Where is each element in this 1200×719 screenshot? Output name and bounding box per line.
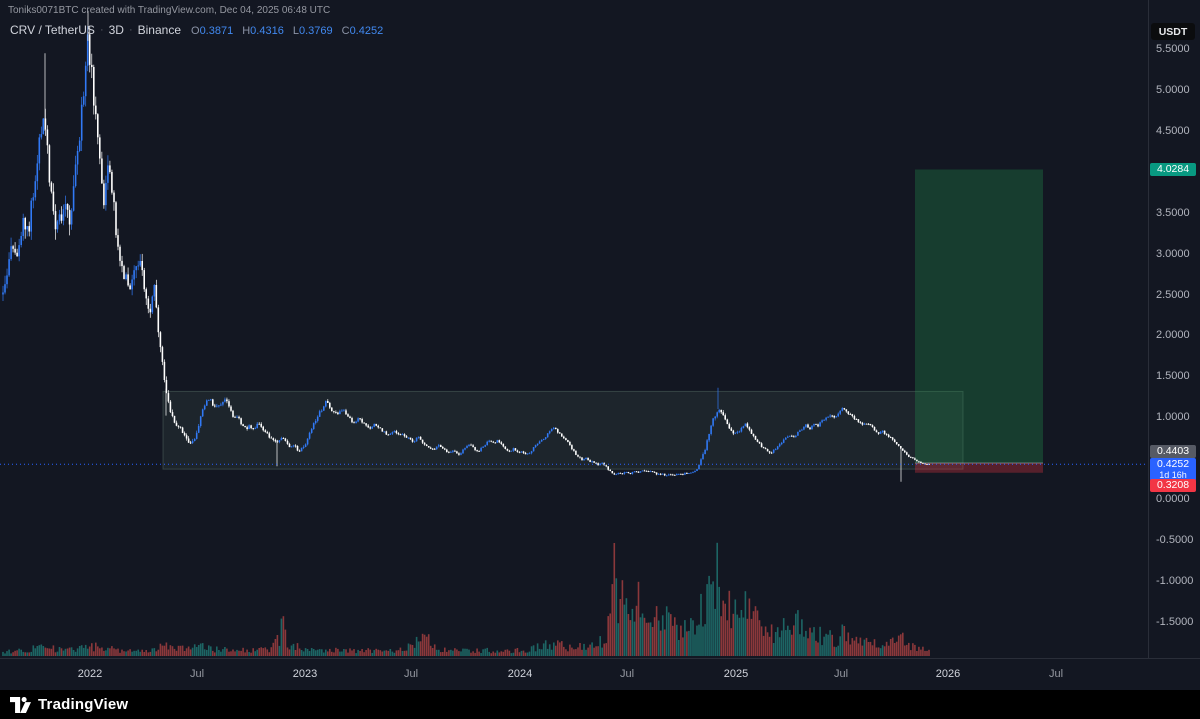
low-letter: L	[292, 25, 299, 37]
price-tick-label: -1.5000	[1156, 615, 1194, 628]
time-axis[interactable]: 2022 Jul 2023 Jul 2024 Jul 2025 Jul 2026 Jul	[0, 658, 1200, 690]
legend-separator: ·	[128, 24, 133, 36]
range-box[interactable]	[162, 390, 964, 470]
time-tick-label: 2023	[292, 668, 318, 680]
candles	[2, 10, 930, 482]
high-letter: H	[242, 25, 251, 37]
bar-countdown: 1d 16h	[1159, 470, 1187, 480]
close-value: C0.4252	[342, 23, 384, 37]
low-number: 0.3769	[298, 25, 333, 37]
currency-badge[interactable]: USDT	[1151, 23, 1195, 40]
open-letter: O	[191, 25, 200, 37]
price-tick-label: 2.0000	[1156, 329, 1190, 342]
time-tick-label: 2025	[723, 668, 749, 680]
high-value: H0.4316	[242, 23, 284, 37]
price-tick-label: 5.5000	[1156, 43, 1190, 56]
time-tick-label: 2022	[77, 668, 103, 680]
high-number: 0.4316	[250, 25, 284, 37]
price-axis[interactable]: USDT 5.5000 5.0000 4.5000 3.5000 3.0000 2.500…	[1148, 0, 1200, 690]
price-tick-label: 4.5000	[1156, 124, 1190, 137]
tradingview-logo[interactable]: TradingView	[10, 696, 128, 713]
low-value: L0.3769	[293, 23, 333, 37]
price-chart-canvas[interactable]	[0, 0, 1148, 658]
symbol-exchange[interactable]: Binance	[137, 23, 181, 37]
price-tick-label: -1.0000	[1156, 574, 1194, 587]
price-tick-label: 1.5000	[1156, 370, 1190, 383]
price-tick-label: 0.0000	[1156, 493, 1190, 505]
price-tick-label: 5.0000	[1156, 84, 1190, 96]
price-tick-label: -0.5000	[1156, 533, 1194, 546]
time-tick-label: 2026	[935, 668, 961, 680]
tradingview-logo-icon	[10, 696, 31, 713]
time-tick-label: Jul	[833, 668, 849, 680]
price-tick-label: 3.5000	[1156, 206, 1190, 219]
price-tick-label: 2.5000	[1156, 288, 1190, 301]
time-tick-label: 2024	[507, 668, 533, 680]
price-tick-label: 3.0000	[1156, 247, 1190, 260]
open-number: 0.3871	[199, 25, 234, 37]
open-value: O0.3871	[191, 23, 233, 37]
long-position-loss-zone[interactable]	[915, 462, 1043, 473]
price-tick-label: 1.0000	[1156, 411, 1190, 424]
symbol-interval[interactable]: 3D	[108, 23, 124, 37]
time-tick-label: Jul	[619, 668, 635, 680]
symbol-name[interactable]: CRV / TetherUS	[10, 23, 95, 37]
volume-bars	[2, 542, 930, 656]
chart-pane[interactable]: Toniks0071BTC created with TradingView.c…	[0, 0, 1148, 658]
target-price-label: 4.0284	[1150, 163, 1196, 176]
legend-separator: ·	[99, 24, 104, 36]
stop-price-label: 0.3208	[1150, 479, 1196, 492]
time-tick-label: Jul	[189, 668, 205, 680]
long-position-profit-zone[interactable]	[915, 169, 1043, 463]
attribution-text: Toniks0071BTC created with TradingView.c…	[8, 5, 331, 16]
close-number: 0.4252	[349, 25, 384, 37]
entry-price-label: 0.4403	[1150, 445, 1196, 458]
time-tick-label: Jul	[403, 668, 419, 680]
last-price-label: 0.4252 1d 16h	[1150, 458, 1196, 481]
ohlc-values: O0.3871 H0.4316 L0.3769 C0.4252	[191, 23, 383, 37]
symbol-legend[interactable]: CRV / TetherUS · 3D · Binance O0.3871 H0…	[10, 23, 383, 37]
close-letter: C	[341, 25, 350, 37]
tradingview-wordmark: TradingView	[38, 696, 129, 713]
branding-bar: TradingView	[0, 690, 1200, 719]
time-tick-label: Jul	[1048, 668, 1064, 680]
